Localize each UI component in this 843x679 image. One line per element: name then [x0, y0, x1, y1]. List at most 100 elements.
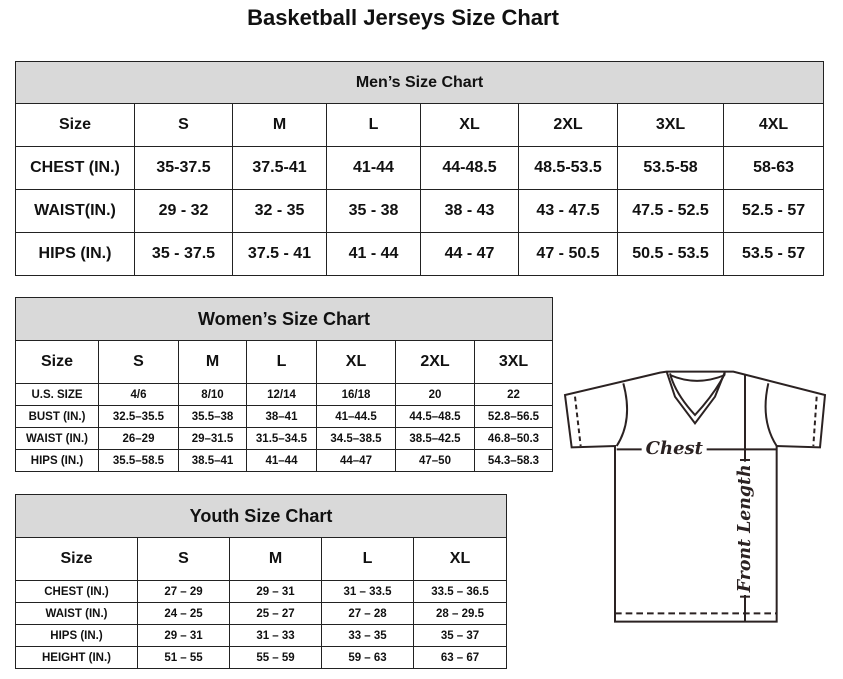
- table-cell: 26–29: [98, 427, 179, 450]
- table-cell: 50.5 - 53.5: [617, 232, 724, 276]
- size-header: M: [178, 340, 247, 384]
- size-header: XL: [412, 537, 508, 581]
- row-label: CHEST (IN.): [15, 580, 138, 603]
- table-cell: 32 - 35: [232, 189, 327, 233]
- jersey-diagram: Chest Front Length: [563, 370, 827, 623]
- table-cell: 37.5 - 41: [232, 232, 327, 276]
- table-cell: 38.5–41: [178, 449, 247, 472]
- table-cell: 34.5–38.5: [316, 427, 396, 450]
- table-row: WAIST (IN.) 26–29 29–31.5 31.5–34.5 34.5–38.…: [15, 427, 554, 450]
- women-chart-heading: Women’s Size Chart: [14, 297, 554, 341]
- table-cell: 27 – 28: [321, 602, 414, 625]
- table-cell: 55 – 59: [229, 646, 322, 669]
- row-label: Size: [15, 340, 99, 384]
- size-header: S: [98, 340, 179, 384]
- table-cell: 47–50: [395, 449, 475, 472]
- table-cell: 47 - 50.5: [518, 232, 618, 276]
- size-header: M: [232, 103, 327, 147]
- table-cell: 35.5–58.5: [98, 449, 179, 472]
- size-header: L: [326, 103, 421, 147]
- chest-label: Chest: [646, 438, 704, 459]
- table-cell: 31 – 33.5: [321, 580, 414, 603]
- size-header: 4XL: [722, 103, 825, 147]
- table-row: HIPS (IN.) 35 - 37.5 37.5 - 41 41 - 44 44 - …: [15, 232, 825, 276]
- men-chart-heading: Men’s Size Chart: [14, 61, 825, 104]
- size-header: L: [246, 340, 317, 384]
- row-label: Size: [15, 103, 135, 147]
- row-label: WAIST (IN.): [15, 427, 99, 450]
- size-header: 3XL: [617, 103, 724, 147]
- table-row: Size S M L XL 2XL 3XL: [15, 340, 554, 384]
- table-row: HEIGHT (IN.) 51 – 55 55 – 59 59 – 63 63 – 67: [15, 646, 508, 669]
- table-cell: 41-44: [326, 146, 421, 190]
- table-cell: 35 - 37.5: [134, 232, 233, 276]
- table-row: HIPS (IN.) 29 – 31 31 – 33 33 – 35 35 – 37: [15, 624, 508, 647]
- womens-size-table: Women’s Size Chart Size S M L XL 2XL 3XL U.S. SI…: [14, 297, 554, 472]
- size-header: 3XL: [473, 340, 554, 384]
- table-cell: 12/14: [246, 383, 317, 406]
- table-cell: 35.5–38: [178, 405, 247, 428]
- table-cell: 46.8–50.3: [473, 427, 554, 450]
- row-label: HIPS (IN.): [15, 449, 99, 472]
- table-cell: 52.8–56.5: [473, 405, 554, 428]
- table-cell: 43 - 47.5: [518, 189, 618, 233]
- table-row: BUST (IN.) 32.5–35.5 35.5–38 38–41 41–44.5 44…: [15, 405, 554, 428]
- table-row: U.S. SIZE 4/6 8/10 12/14 16/18 20 22: [15, 383, 554, 406]
- row-label: HEIGHT (IN.): [15, 646, 138, 669]
- table-cell: 58-63: [722, 146, 825, 190]
- table-row: WAIST (IN.) 24 – 25 25 – 27 27 – 28 28 – 29.…: [15, 602, 508, 625]
- table-row: CHEST (IN.) 27 – 29 29 – 31 31 – 33.5 33.5 –…: [15, 580, 508, 603]
- size-header: 2XL: [395, 340, 475, 384]
- row-label: Size: [15, 537, 138, 581]
- table-cell: 38 - 43: [420, 189, 519, 233]
- table-cell: 4/6: [98, 383, 179, 406]
- row-label: WAIST (IN.): [15, 602, 138, 625]
- table-cell: 53.5 - 57: [722, 232, 825, 276]
- table-cell: 41–44.5: [316, 405, 396, 428]
- table-cell: 38.5–42.5: [395, 427, 475, 450]
- size-header: S: [134, 103, 233, 147]
- table-cell: 63 – 67: [412, 646, 508, 669]
- row-label: WAIST(IN.): [15, 189, 135, 233]
- table-row: WAIST(IN.) 29 - 32 32 - 35 35 - 38 38 - 43 43…: [15, 189, 825, 233]
- table-cell: 31.5–34.5: [246, 427, 317, 450]
- size-header: M: [229, 537, 322, 581]
- table-cell: 44-48.5: [420, 146, 519, 190]
- table-cell: 8/10: [178, 383, 247, 406]
- page-title: Basketball Jerseys Size Chart: [247, 5, 559, 30]
- table-cell: 35 – 37: [412, 624, 508, 647]
- mens-size-table: Men’s Size Chart Size S M L XL 2XL 3XL 4XL CHEST …: [14, 61, 825, 276]
- table-cell: 27 – 29: [137, 580, 230, 603]
- size-header: L: [321, 537, 414, 581]
- table-cell: 16/18: [316, 383, 396, 406]
- table-cell: 29 – 31: [137, 624, 230, 647]
- size-header: XL: [420, 103, 519, 147]
- table-cell: 24 – 25: [137, 602, 230, 625]
- table-cell: 29–31.5: [178, 427, 247, 450]
- table-cell: 44 - 47: [420, 232, 519, 276]
- table-row: Size S M L XL: [15, 537, 508, 581]
- size-header: XL: [316, 340, 396, 384]
- table-cell: 38–41: [246, 405, 317, 428]
- table-row: Size S M L XL 2XL 3XL 4XL: [15, 103, 825, 147]
- youth-size-table: Youth Size Chart Size S M L XL CHEST (IN.) 27 –…: [14, 494, 508, 669]
- table-cell: 48.5-53.5: [518, 146, 618, 190]
- table-cell: 35 - 38: [326, 189, 421, 233]
- front-length-label: Front Length: [735, 464, 755, 593]
- table-cell: 44–47: [316, 449, 396, 472]
- table-cell: 32.5–35.5: [98, 405, 179, 428]
- table-cell: 29 – 31: [229, 580, 322, 603]
- table-row: CHEST (IN.) 35-37.5 37.5-41 41-44 44-48.5 48.…: [15, 146, 825, 190]
- size-header: 2XL: [518, 103, 618, 147]
- row-label: CHEST (IN.): [15, 146, 135, 190]
- table-cell: 44.5–48.5: [395, 405, 475, 428]
- table-cell: 35-37.5: [134, 146, 233, 190]
- row-label: BUST (IN.): [15, 405, 99, 428]
- row-label: HIPS (IN.): [15, 232, 135, 276]
- table-cell: 33.5 – 36.5: [412, 580, 508, 603]
- table-cell: 59 – 63: [321, 646, 414, 669]
- table-cell: 20: [395, 383, 475, 406]
- size-header: S: [137, 537, 230, 581]
- table-cell: 54.3–58.3: [473, 449, 554, 472]
- table-cell: 25 – 27: [229, 602, 322, 625]
